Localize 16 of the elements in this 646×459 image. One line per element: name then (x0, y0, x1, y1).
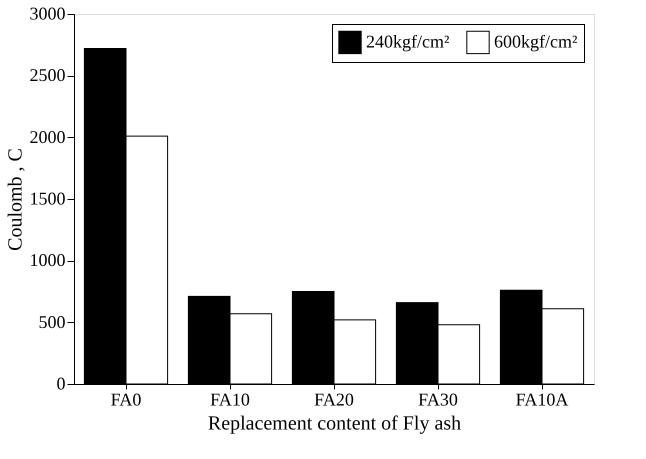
y-tick-label: 3000 (30, 4, 66, 24)
y-tick-label: 1500 (30, 188, 66, 208)
y-tick-label: 1000 (30, 250, 66, 270)
x-axis-title: Replacement content of Fly ash (208, 412, 462, 434)
y-axis-title: Coulomb , C (4, 148, 26, 251)
x-tick-label: FA10 (210, 390, 250, 410)
x-tick-label: FA0 (110, 390, 142, 410)
x-tick-label: FA20 (314, 390, 354, 410)
legend-label: 240kgf/cm² (366, 31, 450, 52)
x-tick-label: FA10A (516, 390, 568, 410)
y-tick-label: 2500 (30, 65, 66, 86)
y-tick-label: 500 (38, 312, 66, 332)
x-tick-label: FA30 (418, 390, 458, 410)
legend-label: 600kgf/cm² (494, 31, 578, 52)
y-tick-label: 0 (56, 374, 66, 394)
y-tick-label: 2000 (30, 126, 66, 147)
